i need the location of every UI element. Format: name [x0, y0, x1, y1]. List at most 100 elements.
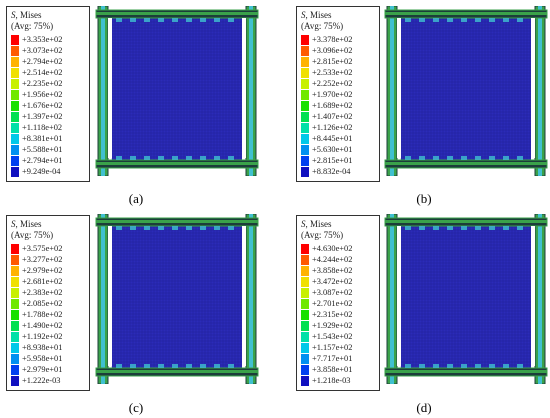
legend: S, Mises (Avg: 75%) +3.378e+02 +3.096e+02… [296, 6, 380, 182]
legend-entry: +2.815e+01 [301, 155, 375, 166]
legend-value: +1.118e+02 [22, 122, 63, 132]
legend-swatch [11, 111, 19, 122]
left-gap [397, 18, 401, 158]
legend-entry: +3.087e+02 [301, 287, 375, 298]
legend-value: +8.832e-04 [312, 166, 351, 176]
legend-title: S, Mises [11, 10, 42, 20]
fe-model [95, 214, 259, 384]
steel-plate [112, 16, 242, 164]
top-beam-web [96, 220, 258, 223]
legend-subtitle: (Avg: 75%) [301, 21, 344, 31]
legend-entry: +3.858e+01 [301, 364, 375, 375]
legend-swatch [301, 45, 309, 56]
legend-swatch [11, 375, 19, 386]
legend-swatch [301, 56, 309, 67]
legend-value: +1.397e+02 [22, 111, 63, 121]
legend-value: +3.858e+01 [312, 364, 353, 374]
right-column-web [538, 6, 542, 176]
legend-value: +2.235e+02 [22, 78, 63, 88]
legend-swatch [11, 353, 19, 364]
legend-value: +2.514e+02 [22, 67, 63, 77]
legend-entry: +5.588e+01 [11, 144, 85, 155]
right-gap [531, 226, 535, 366]
legend-value: +1.192e+02 [22, 331, 63, 341]
legend-value: +1.218e-03 [312, 375, 351, 385]
legend-entry: +2.533e+02 [301, 67, 375, 78]
legend-value: +5.588e+01 [22, 144, 63, 154]
legend-swatch [11, 276, 19, 287]
bottom-beam-web [385, 370, 547, 373]
legend-value: +2.794e+01 [22, 155, 63, 165]
right-column-web [249, 6, 253, 176]
legend-entry: +2.794e+02 [11, 56, 85, 67]
right-gap [531, 18, 535, 158]
legend-value: +2.979e+01 [22, 364, 63, 374]
legend-value: +4.630e+02 [312, 243, 353, 253]
legend-subtitle: (Avg: 75%) [11, 21, 54, 31]
legend-swatch [11, 67, 19, 78]
legend-title: S, Mises [11, 219, 42, 229]
legend-entry: +2.514e+02 [11, 67, 85, 78]
legend-swatch [301, 111, 309, 122]
legend-swatch [11, 342, 19, 353]
legend-swatch [301, 34, 309, 45]
fish-plates [405, 226, 523, 368]
legend-swatch [11, 78, 19, 89]
legend-swatch [301, 89, 309, 100]
legend-value: +3.858e+02 [312, 265, 353, 275]
legend-swatch [301, 254, 309, 265]
legend-swatch [11, 243, 19, 254]
panel-c: S, Mises (Avg: 75%) +3.575e+02 +3.277e+02… [0, 209, 275, 418]
legend-entry: +2.235e+02 [11, 78, 85, 89]
legend-swatch [301, 309, 309, 320]
legend-entry: +3.277e+02 [11, 254, 85, 265]
legend-entry: +3.096e+02 [301, 45, 375, 56]
legend-swatch [11, 364, 19, 375]
legend-entry: +1.970e+02 [301, 89, 375, 100]
legend-value: +2.315e+02 [312, 309, 353, 319]
legend-value: +1.929e+02 [312, 320, 353, 330]
left-column-web [101, 6, 105, 176]
legend-entry: +1.218e-03 [301, 375, 375, 386]
legend: S, Mises (Avg: 75%) +4.630e+02 +4.244e+02… [296, 215, 380, 391]
legend-entry: +2.979e+02 [11, 265, 85, 276]
legend-value: +3.277e+02 [22, 254, 63, 264]
legend-swatch [301, 243, 309, 254]
legend-entry: +1.788e+02 [11, 309, 85, 320]
legend-entry: +4.244e+02 [301, 254, 375, 265]
legend-swatch [11, 34, 19, 45]
legend-entry: +2.383e+02 [11, 287, 85, 298]
legend-entry: +2.085e+02 [11, 298, 85, 309]
legend-swatch [301, 155, 309, 166]
legend-entry: +3.073e+02 [11, 45, 85, 56]
legend-entry: +8.381e+01 [11, 133, 85, 144]
legend-value: +2.794e+02 [22, 56, 63, 66]
legend-entry: +2.815e+02 [301, 56, 375, 67]
legend-swatch [11, 254, 19, 265]
legend-value: +5.958e+01 [22, 353, 63, 363]
legend-swatch [11, 265, 19, 276]
caption: (d) [416, 400, 432, 415]
legend-value: +2.815e+01 [312, 155, 353, 165]
legend-swatch [301, 78, 309, 89]
legend-entry: +2.681e+02 [11, 276, 85, 287]
fe-model [384, 6, 548, 176]
legend-entry: +2.315e+02 [301, 309, 375, 320]
legend-swatch [301, 320, 309, 331]
legend: S, Mises (Avg: 75%) +3.575e+02 +3.277e+02… [6, 215, 90, 391]
legend-value: +2.383e+02 [22, 287, 63, 297]
legend-swatch [301, 133, 309, 144]
legend-swatch [301, 144, 309, 155]
legend-value: +1.689e+02 [312, 100, 353, 110]
top-beam-web [385, 12, 547, 15]
top-beam-web [385, 220, 547, 223]
bottom-beam-web [96, 162, 258, 165]
legend-swatch [11, 287, 19, 298]
legend-subtitle: (Avg: 75%) [11, 230, 54, 240]
legend-subtitle: (Avg: 75%) [301, 230, 344, 240]
legend-swatch [11, 56, 19, 67]
legend-value: +3.472e+02 [312, 276, 353, 286]
legend-value: +3.378e+02 [312, 34, 353, 44]
legend-swatch [11, 144, 19, 155]
legend-value: +1.126e+02 [312, 122, 353, 132]
